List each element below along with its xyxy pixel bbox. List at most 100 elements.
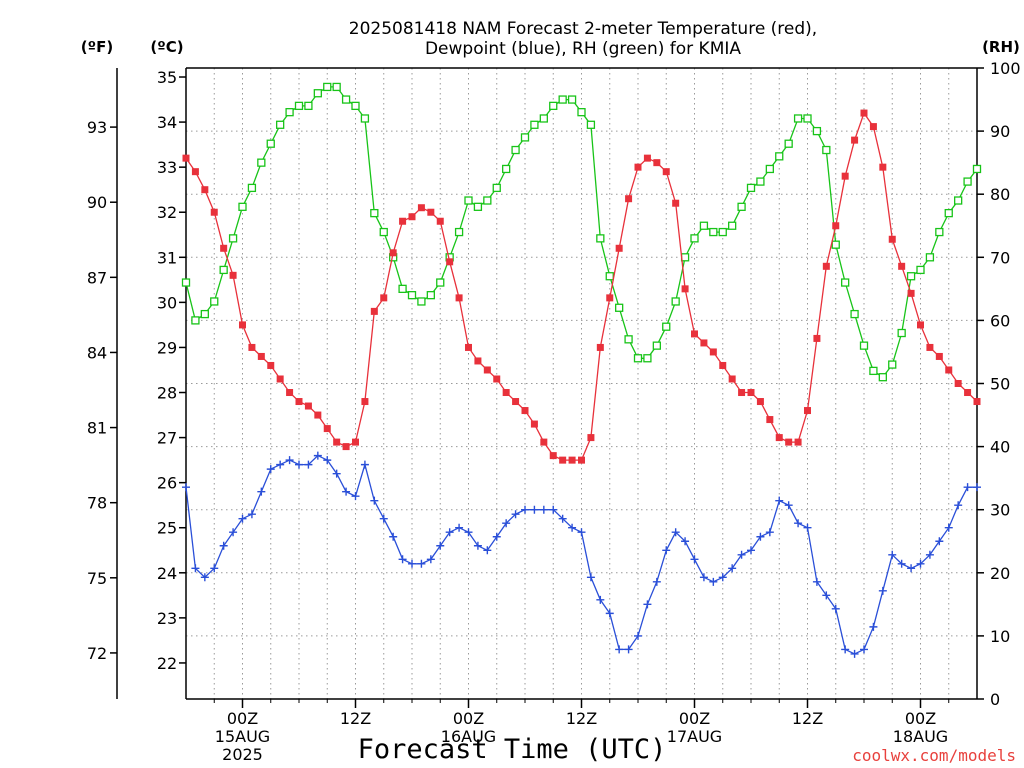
celsius-tick-label: 35: [157, 68, 177, 87]
dewpoint-point: [634, 631, 642, 640]
rh-point: [464, 196, 473, 205]
celsius-tick-label: 25: [157, 519, 177, 538]
rh-point: [897, 328, 906, 338]
x-tick-label: 00Z: [453, 709, 484, 728]
temperature-point: [917, 321, 924, 329]
rh-point: [944, 208, 953, 218]
rh-point: [615, 303, 624, 312]
dewpoint-point: [229, 528, 238, 537]
dewpoint-point: [841, 645, 850, 654]
chart-title-line2: Dewpoint (blue), RH (green) for KMIA: [425, 39, 741, 59]
rh-point: [728, 221, 737, 230]
temperature-point: [389, 249, 397, 257]
dewpoint-point: [530, 505, 539, 514]
dewpoint-point: [342, 487, 351, 496]
temperature-point: [323, 425, 331, 433]
fahrenheit-tick-label: 78: [87, 494, 107, 513]
temperature-point: [286, 389, 294, 397]
temperature-point: [841, 172, 849, 180]
temperature-point: [239, 321, 246, 329]
temperature-point: [643, 154, 651, 162]
dewpoint-point: [662, 546, 671, 555]
rh-point: [624, 335, 633, 344]
rh-point: [454, 227, 464, 237]
temperature-point: [427, 208, 435, 216]
dewpoint-point: [473, 541, 482, 550]
rh-point: [803, 114, 812, 123]
rh-point: [737, 202, 746, 211]
temperature-point: [756, 398, 764, 406]
dewpoint-point: [869, 622, 878, 631]
rh-tick-label: 0: [990, 690, 1000, 709]
dewpoint-point: [963, 483, 972, 492]
rh-point: [972, 164, 982, 174]
x-tick-year-label: 2025: [222, 745, 263, 764]
rh-point: [671, 297, 680, 306]
rh-tick-label: 90: [990, 122, 1010, 141]
rh-point: [841, 278, 850, 287]
rh-point: [530, 120, 539, 129]
rh-point: [831, 240, 840, 249]
dewpoint-point: [483, 546, 492, 555]
temperature-point: [860, 109, 868, 117]
rh-point: [502, 164, 511, 174]
dewpoint-point: [182, 483, 190, 492]
dewpoint-point: [219, 541, 228, 550]
credit-label: coolwx.com/models: [852, 746, 1016, 765]
temperature-point: [512, 398, 520, 406]
x-tick-date-label: 17AUG: [667, 727, 722, 746]
dewpoint-point: [690, 555, 699, 564]
rh-point: [775, 152, 784, 161]
rh-point: [200, 309, 209, 319]
dewpoint-point: [916, 559, 925, 568]
celsius-tick-label: 27: [157, 429, 177, 448]
dewpoint-point: [605, 609, 614, 618]
dewpoint-point: [539, 505, 548, 514]
dewpoint-point: [954, 501, 963, 510]
rh-point: [219, 265, 228, 275]
rh-point: [652, 341, 661, 350]
temperature-point: [380, 294, 388, 302]
dewpoint-point: [379, 514, 388, 523]
rh-point: [718, 227, 727, 237]
temperature-point: [399, 217, 407, 225]
rh-tick-label: 60: [990, 311, 1010, 330]
temperature-point: [898, 262, 906, 270]
dewpoint-point: [624, 645, 633, 654]
dewpoint-point: [681, 537, 690, 546]
rh-tick-label: 10: [990, 627, 1010, 646]
dewpoint-point: [323, 456, 332, 465]
rh-series: [181, 82, 982, 382]
temperature-point: [417, 204, 425, 212]
rh-point: [191, 316, 200, 325]
x-tick-date-label: 16AUG: [441, 727, 496, 746]
dewpoint-point: [332, 469, 341, 478]
dewpoint-point: [860, 645, 868, 654]
temperature-point: [559, 456, 567, 464]
rh-point: [520, 133, 530, 142]
rh-point: [360, 114, 370, 123]
temperature-point: [719, 361, 727, 369]
rh-tick-label: 30: [990, 501, 1010, 520]
temperature-point: [408, 213, 416, 221]
temperature-point: [333, 438, 341, 446]
dewpoint-point: [737, 550, 746, 559]
dewpoint-point: [577, 528, 586, 537]
rh-point: [869, 366, 878, 376]
rh-point: [812, 126, 822, 136]
temperature-point: [662, 168, 670, 176]
dewpoint-point: [718, 573, 727, 582]
temperature-point: [634, 163, 642, 171]
rh-point: [690, 234, 699, 243]
rh-point: [643, 354, 652, 363]
rh-point: [916, 265, 925, 275]
temperature-point: [596, 343, 604, 351]
dewpoint-point: [888, 550, 897, 559]
rh-point: [370, 208, 379, 218]
temperature-point: [926, 343, 934, 351]
temperature-point: [747, 389, 755, 397]
temperature-point: [578, 456, 585, 464]
dewpoint-point: [266, 465, 275, 474]
temperature-point: [521, 407, 529, 415]
